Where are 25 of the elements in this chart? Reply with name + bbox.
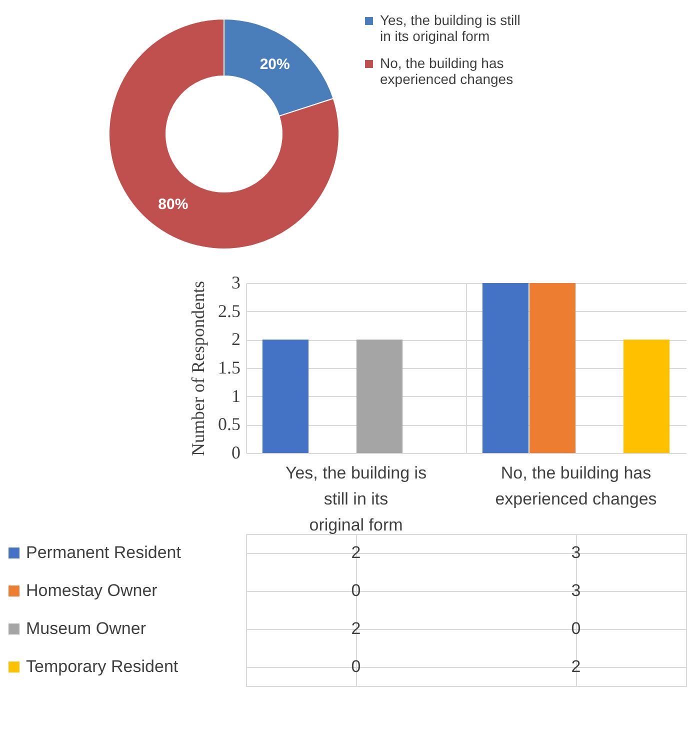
data-label: 3 [571,581,581,600]
donut-slice [108,18,340,250]
legend-label: Museum Owner [26,619,146,638]
data-label: 2 [351,619,361,638]
data-label: 0 [571,619,581,638]
y-tick-label: 2.5 [218,300,240,321]
data-label: 3 [571,543,581,562]
legend-label: Yes, the building is still in its original form [380,12,520,44]
y-tick-label: 3 [232,272,240,292]
y-tick-label: 2 [232,329,240,350]
data-label: 0 [351,657,361,676]
legend-label: Temporary Resident [26,657,178,676]
data-label: 0 [351,581,361,600]
y-axis-title: Number of Respondents [188,281,208,456]
legend-label: Permanent Resident [26,543,182,562]
y-tick-label: 0.5 [218,414,240,434]
data-label: 80% [158,196,188,213]
y-tick-label: 1 [232,386,240,406]
legend-label: Homestay Owner [26,581,158,600]
legend-label: No, the building has experienced changes [380,55,514,87]
data-label: 2 [571,657,581,676]
y-tick-label: 0 [232,442,240,462]
data-label: 20% [260,56,290,74]
y-tick-label: 1.5 [218,358,240,378]
data-label: 2 [351,543,361,562]
